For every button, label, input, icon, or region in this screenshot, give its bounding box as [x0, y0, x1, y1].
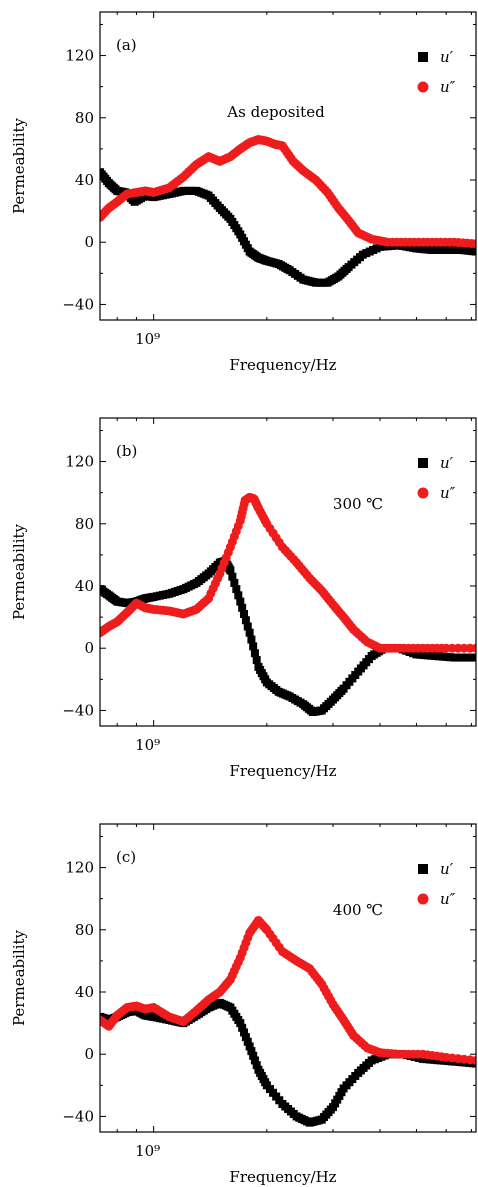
series-u-prime: [100, 998, 476, 1127]
data-point: [228, 572, 237, 581]
legend-label: u′: [440, 860, 454, 878]
data-point: [252, 656, 261, 665]
legend-marker: [417, 487, 429, 499]
x-axis-title: Frequency/Hz: [229, 356, 336, 374]
legend-label: u″: [440, 78, 456, 96]
y-tick-label: 0: [84, 1045, 94, 1063]
data-point: [250, 1056, 259, 1065]
x-axis-title: Frequency/Hz: [229, 762, 336, 780]
data-point: [241, 616, 250, 625]
legend-marker: [417, 893, 429, 905]
data-point: [240, 610, 249, 618]
legend-label: u″: [440, 484, 456, 502]
y-tick-label: 40: [75, 983, 94, 1001]
y-axis-title: Permeability: [10, 929, 28, 1026]
legend-marker: [418, 458, 428, 468]
series-u-prime: [100, 168, 476, 287]
y-tick-label: 120: [65, 859, 94, 877]
annotation: 400 ℃: [333, 901, 383, 919]
series-u-prime: [100, 557, 476, 716]
panel-label: (a): [116, 36, 137, 54]
data-point: [458, 653, 467, 662]
panel-label: (c): [116, 848, 136, 866]
legend-marker: [418, 864, 428, 874]
legend-marker: [417, 81, 429, 93]
series-u-double-prime: [100, 135, 476, 249]
data-point: [467, 653, 476, 662]
data-point: [472, 653, 476, 662]
data-point: [247, 1047, 256, 1056]
y-axis-title: Permeability: [10, 117, 28, 214]
y-tick-label: 120: [65, 453, 94, 471]
data-point: [238, 1023, 247, 1032]
y-tick-label: −40: [62, 1107, 94, 1125]
data-point: [236, 597, 245, 606]
data-point: [243, 622, 252, 631]
y-axis-title: Permeability: [10, 523, 28, 620]
data-point: [471, 1055, 476, 1065]
y-tick-label: 120: [65, 47, 94, 65]
plot-frame: [99, 823, 477, 1133]
x-tick-label: 10⁹: [135, 1142, 160, 1160]
annotation: 300 ℃: [333, 495, 383, 513]
y-tick-label: 0: [84, 639, 94, 657]
chart-panel-b: −40 0 40 80 120 10⁹ Frequency/Hz Permeability (b…: [10, 417, 477, 780]
data-point: [472, 247, 476, 256]
y-tick-label: 80: [75, 515, 94, 533]
data-point: [232, 585, 241, 594]
data-point: [463, 653, 472, 662]
legend-label: u′: [440, 454, 454, 472]
data-area: [100, 915, 476, 1127]
data-point: [252, 1061, 261, 1070]
data-area: [100, 135, 476, 287]
data-point: [249, 642, 258, 651]
data-point: [230, 578, 239, 587]
plot-frame: [99, 417, 477, 727]
x-tick-label: 10⁹: [135, 330, 160, 348]
data-point: [450, 653, 459, 662]
data-point: [471, 239, 476, 249]
y-tick-label: 40: [75, 577, 94, 595]
data-point: [245, 1042, 254, 1051]
x-tick-label: 10⁹: [135, 736, 160, 754]
annotation: As deposited: [226, 103, 325, 121]
chart-panel-a: −40 0 40 80 120 10⁹ Frequency/Hz Permeability (a…: [10, 11, 477, 374]
data-point: [238, 603, 247, 612]
data-area: [100, 492, 476, 716]
x-axis-title: Frequency/Hz: [229, 1168, 336, 1186]
data-point: [249, 1051, 258, 1060]
data-point: [240, 1028, 249, 1037]
legend-label: u″: [440, 890, 456, 908]
data-point: [247, 635, 256, 644]
legend-label: u′: [440, 48, 454, 66]
data-point: [250, 649, 259, 658]
y-tick-label: −40: [62, 701, 94, 719]
data-point: [243, 1037, 252, 1046]
series-u-double-prime: [100, 492, 476, 653]
data-point: [471, 643, 476, 653]
y-tick-label: 40: [75, 171, 94, 189]
series-u-double-prime: [100, 915, 476, 1065]
y-tick-label: −40: [62, 295, 94, 313]
data-point: [245, 628, 254, 637]
panel-label: (b): [116, 442, 137, 460]
data-point: [241, 1033, 250, 1042]
plot-frame: [99, 11, 477, 321]
data-point: [236, 1019, 245, 1028]
data-point: [234, 591, 243, 600]
y-tick-label: 0: [84, 233, 94, 251]
chart-panel-c: −40 0 40 80 120 10⁹ Frequency/Hz Permeability (c…: [10, 823, 477, 1186]
y-tick-label: 80: [75, 921, 94, 939]
data-point: [454, 653, 463, 662]
legend-marker: [418, 52, 428, 62]
data-point: [226, 566, 235, 575]
y-tick-label: 80: [75, 109, 94, 127]
